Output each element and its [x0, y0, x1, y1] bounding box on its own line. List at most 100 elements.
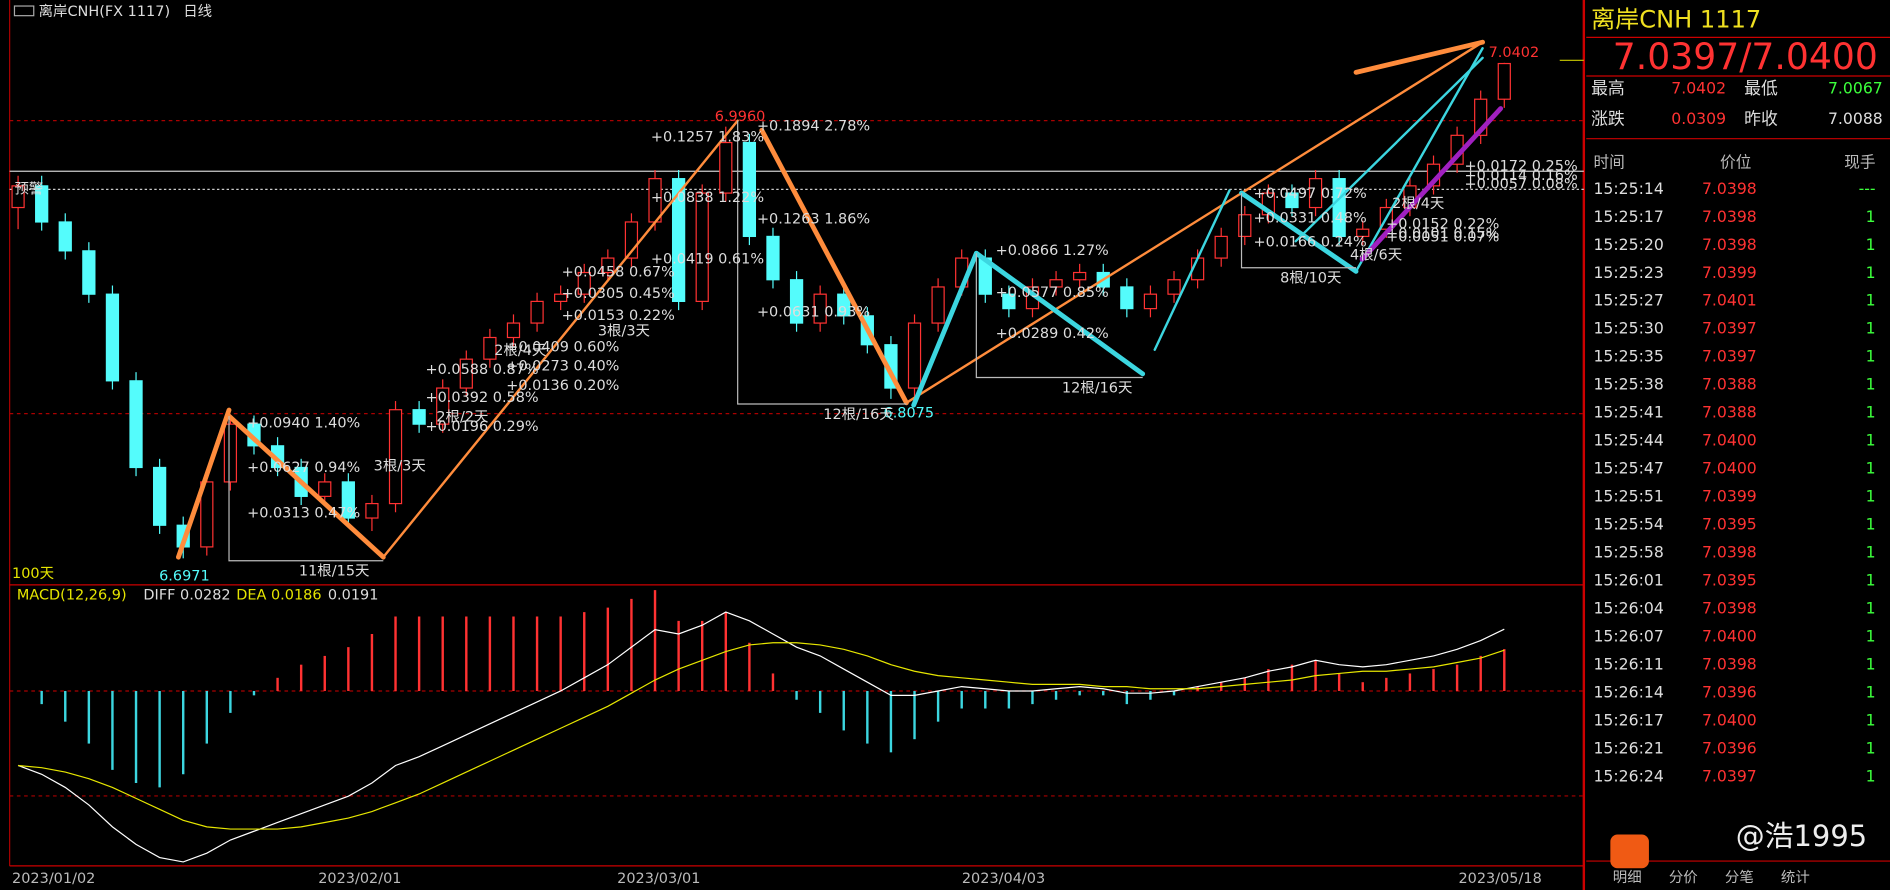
candle-body — [129, 380, 143, 469]
table-header: 价位 — [1720, 152, 1751, 171]
annotation: 2根/2天 — [436, 408, 488, 425]
table-cell: 15:25:30 — [1593, 319, 1663, 338]
annotation: +0.0627 0.94% — [247, 460, 360, 476]
period[interactable]: 日线 — [183, 3, 212, 20]
table-cell: 15:25:58 — [1593, 543, 1663, 562]
tab[interactable]: 分笔 — [1725, 869, 1754, 886]
candle-body — [766, 235, 780, 281]
candle-body — [11, 185, 25, 209]
table-cell: 15:25:35 — [1593, 347, 1663, 366]
annotation: +0.0152 0.22% — [1386, 216, 1499, 232]
table-cell: 15:25:44 — [1593, 431, 1663, 450]
table-cell: 15:26:14 — [1593, 682, 1663, 701]
table-cell: 1 — [1866, 319, 1876, 338]
candle-body — [554, 293, 568, 303]
candle-body — [577, 271, 591, 295]
macd-dea-line — [18, 642, 1505, 830]
candle-body — [1143, 293, 1158, 310]
candle-body — [1214, 235, 1228, 259]
annotation: +0.0136 0.20% — [506, 378, 619, 394]
candle-body — [1285, 192, 1299, 209]
quote-price: 7.0397/7.0400 — [1613, 35, 1878, 78]
table-cell: 1 — [1866, 347, 1876, 366]
menu-icon[interactable] — [13, 5, 35, 17]
table-cell: 7.0400 — [1702, 431, 1757, 450]
table-cell: 1 — [1866, 235, 1876, 254]
table-cell: 1 — [1866, 599, 1876, 618]
table-cell: 15:25:27 — [1593, 291, 1663, 310]
x-tick-label: 2023/02/01 — [318, 871, 401, 887]
annotation: +0.0419 0.61% — [651, 251, 764, 267]
table-cell: 7.0401 — [1702, 291, 1757, 310]
annotation: +0.0172 0.25% — [1465, 158, 1578, 174]
annotation: +0.0273 0.40% — [506, 359, 619, 375]
table-cell: 7.0398 — [1702, 543, 1757, 562]
annotation: +0.0458 0.67% — [562, 265, 675, 281]
annotation: +0.1894 2.78% — [757, 119, 870, 135]
candle-body — [695, 192, 709, 303]
candle-body — [1497, 62, 1511, 100]
annotation: +0.0114 0.16% — [1465, 168, 1578, 184]
table-cell: 1 — [1866, 263, 1876, 282]
candle-body — [813, 293, 827, 324]
table-cell: 15:25:41 — [1593, 403, 1663, 422]
candle-body — [931, 286, 945, 324]
annotation: 预警 — [14, 180, 43, 197]
table-cell: 1 — [1866, 738, 1876, 757]
candle-body — [35, 185, 49, 223]
table-cell: 15:25:38 — [1593, 375, 1663, 394]
candle-body — [436, 387, 450, 425]
annotation: 3根/3天 — [374, 458, 426, 475]
annotation: +0.0497 0.72% — [1254, 186, 1367, 202]
table-cell: 7.0400 — [1702, 459, 1757, 478]
annotation: 100天 — [12, 566, 54, 582]
table-cell: 15:25:20 — [1593, 235, 1663, 254]
annotation: +0.0866 1.27% — [996, 243, 1109, 259]
macd-value: 0.0191 — [328, 588, 379, 604]
table-cell: 15:26:21 — [1593, 738, 1663, 757]
annotation: 4根/6天 — [1350, 247, 1402, 264]
annotation: +0.0196 0.29% — [425, 419, 538, 435]
candle-body — [506, 322, 521, 339]
x-tick-label: 2023/04/03 — [962, 871, 1045, 887]
table-cell: 7.0397 — [1702, 766, 1757, 785]
annotation: +0.0577 0.85% — [996, 285, 1109, 301]
tab[interactable]: 明细 — [1613, 869, 1642, 886]
annotation: 2根/4天 — [1392, 195, 1444, 212]
candle-body — [152, 466, 167, 526]
table-cell: 1 — [1866, 543, 1876, 562]
watermark: @浩1995 — [1736, 819, 1867, 853]
candle-body — [1073, 271, 1087, 281]
candle-body — [459, 358, 473, 389]
drawing-arrows — [175, 39, 1504, 560]
table-cell: 1 — [1866, 766, 1876, 785]
change: 0.0309 — [1671, 109, 1726, 128]
table-cell: 7.0396 — [1702, 682, 1757, 701]
table-cell: 7.0398 — [1702, 235, 1757, 254]
annotation: +0.0289 0.42% — [996, 326, 1109, 342]
tab[interactable]: 统计 — [1781, 869, 1810, 886]
x-tick-label: 2023/03/01 — [617, 871, 700, 887]
annotation: 6.8075 — [884, 406, 935, 422]
high: 7.0402 — [1671, 79, 1726, 98]
annotation: +0.0838 1.22% — [651, 190, 764, 206]
annotation: 6.6971 — [159, 568, 210, 584]
annotation: 12根/16天 — [1062, 379, 1133, 396]
candle-body — [1002, 293, 1016, 310]
annotation: +0.0166 0.24% — [1254, 234, 1367, 250]
annotation: 11根/15天 — [299, 563, 370, 580]
table-cell: 7.0388 — [1702, 403, 1757, 422]
candle-body — [483, 336, 497, 360]
table-cell: 7.0395 — [1702, 515, 1757, 534]
table-cell: --- — [1859, 179, 1876, 198]
table-cell: 1 — [1866, 710, 1876, 729]
table-cell: 1 — [1866, 487, 1876, 506]
tab[interactable]: 分价 — [1669, 869, 1698, 886]
candle-body — [365, 502, 379, 519]
candle-body — [601, 257, 615, 274]
table-cell: 15:26:17 — [1593, 710, 1663, 729]
table-cell: 15:26:01 — [1593, 571, 1663, 590]
annotation: +0.0313 0.47% — [247, 506, 360, 522]
candle-body — [1167, 279, 1181, 295]
